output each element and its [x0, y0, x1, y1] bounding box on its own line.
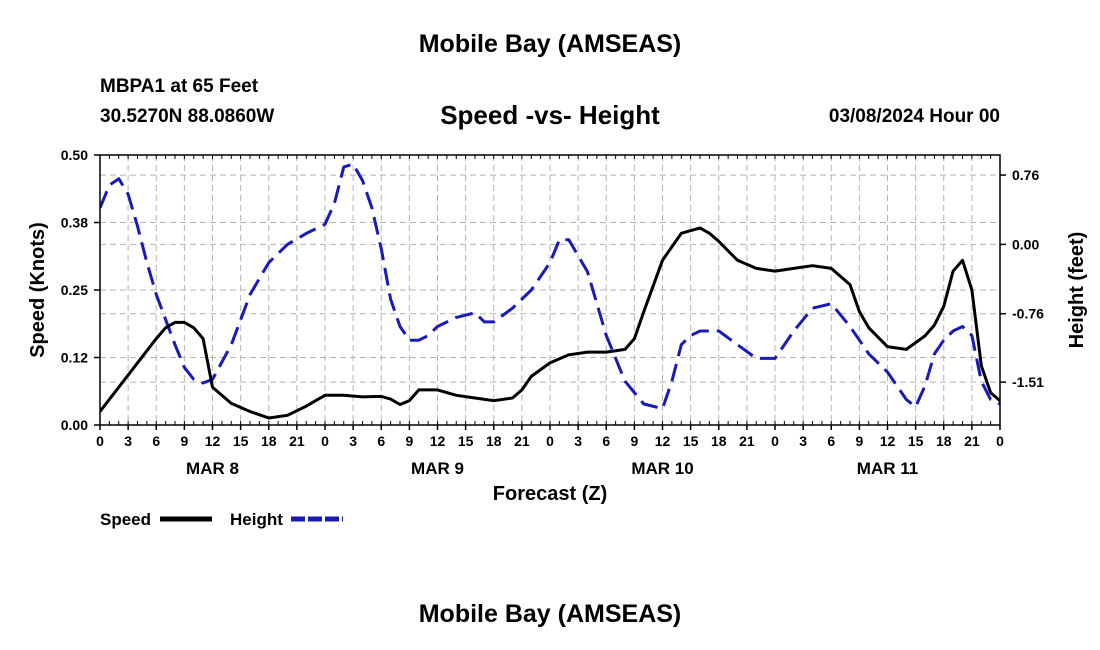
forecast-run-time: 03/08/2024 Hour 00 [828, 106, 1000, 127]
x-tick-label: 3 [124, 433, 132, 449]
x-tick-label: 9 [630, 433, 638, 449]
x-tick-label: 12 [655, 433, 671, 449]
x-tick-label: 12 [880, 433, 896, 449]
legend-speed-label: Speed [100, 510, 151, 529]
x-tick-label: 6 [827, 433, 835, 449]
y-tick-label: 0.50 [61, 147, 88, 163]
day-label: MAR 11 [857, 459, 918, 478]
chart-title: Speed -vs- Height [440, 100, 660, 130]
main-title: Mobile Bay (AMSEAS) [418, 30, 682, 58]
x-tick-label: 3 [574, 433, 582, 449]
x-tick-label: 3 [349, 433, 357, 449]
y-tick-label: 0.25 [61, 282, 88, 298]
x-tick-label: 15 [683, 433, 699, 449]
x-tick-label: 0 [96, 433, 104, 449]
x-tick-label: 15 [908, 433, 924, 449]
y2-tick-label: -0.76 [1012, 306, 1044, 322]
x-tick-label: 9 [180, 433, 188, 449]
x-tick-label: 12 [205, 433, 221, 449]
x-tick-label: 21 [964, 433, 980, 449]
y2-tick-label: 0.00 [1012, 236, 1039, 252]
x-tick-label: 3 [799, 433, 807, 449]
x-tick-label: 6 [602, 433, 610, 449]
x-tick-label: 9 [405, 433, 413, 449]
speed-series-line [100, 226, 1000, 420]
bottom-title: Mobile Bay (AMSEAS) [418, 600, 682, 628]
height-series-line [100, 162, 1000, 411]
x-tick-label: 9 [855, 433, 863, 449]
day-label: MAR 10 [631, 459, 693, 478]
y2-axis-label: Height (feet) [1066, 232, 1088, 349]
y-axis-label: Speed (Knots) [27, 222, 49, 358]
y-tick-label: 0.12 [61, 350, 88, 366]
x-tick-label: 0 [771, 433, 779, 449]
x-tick-label: 21 [289, 433, 305, 449]
x-tick-label: 18 [486, 433, 502, 449]
day-label: MAR 8 [186, 459, 239, 478]
x-tick-label: 15 [233, 433, 249, 449]
x-tick-label: 0 [996, 433, 1004, 449]
x-tick-label: 6 [377, 433, 385, 449]
x-axis-label: Forecast (Z) [493, 483, 607, 505]
station-label: MBPA1 at 65 Feet [100, 76, 259, 97]
x-tick-label: 0 [546, 433, 554, 449]
x-tick-label: 18 [936, 433, 952, 449]
day-label: MAR 9 [411, 459, 464, 478]
station-coordinates: 30.5270N 88.0860W [100, 106, 275, 127]
x-tick-label: 21 [514, 433, 530, 449]
x-tick-label: 18 [261, 433, 277, 449]
x-tick-label: 21 [739, 433, 755, 449]
x-tick-label: 12 [430, 433, 446, 449]
x-tick-label: 0 [321, 433, 329, 449]
y2-tick-label: 0.76 [1012, 167, 1039, 183]
legend-height-label: Height [230, 510, 283, 529]
x-tick-label: 15 [458, 433, 474, 449]
x-tick-label: 18 [711, 433, 727, 449]
y-tick-label: 0.00 [61, 417, 88, 433]
x-tick-label: 6 [152, 433, 160, 449]
y2-tick-label: -1.51 [1012, 374, 1044, 390]
y-tick-label: 0.38 [61, 215, 88, 231]
